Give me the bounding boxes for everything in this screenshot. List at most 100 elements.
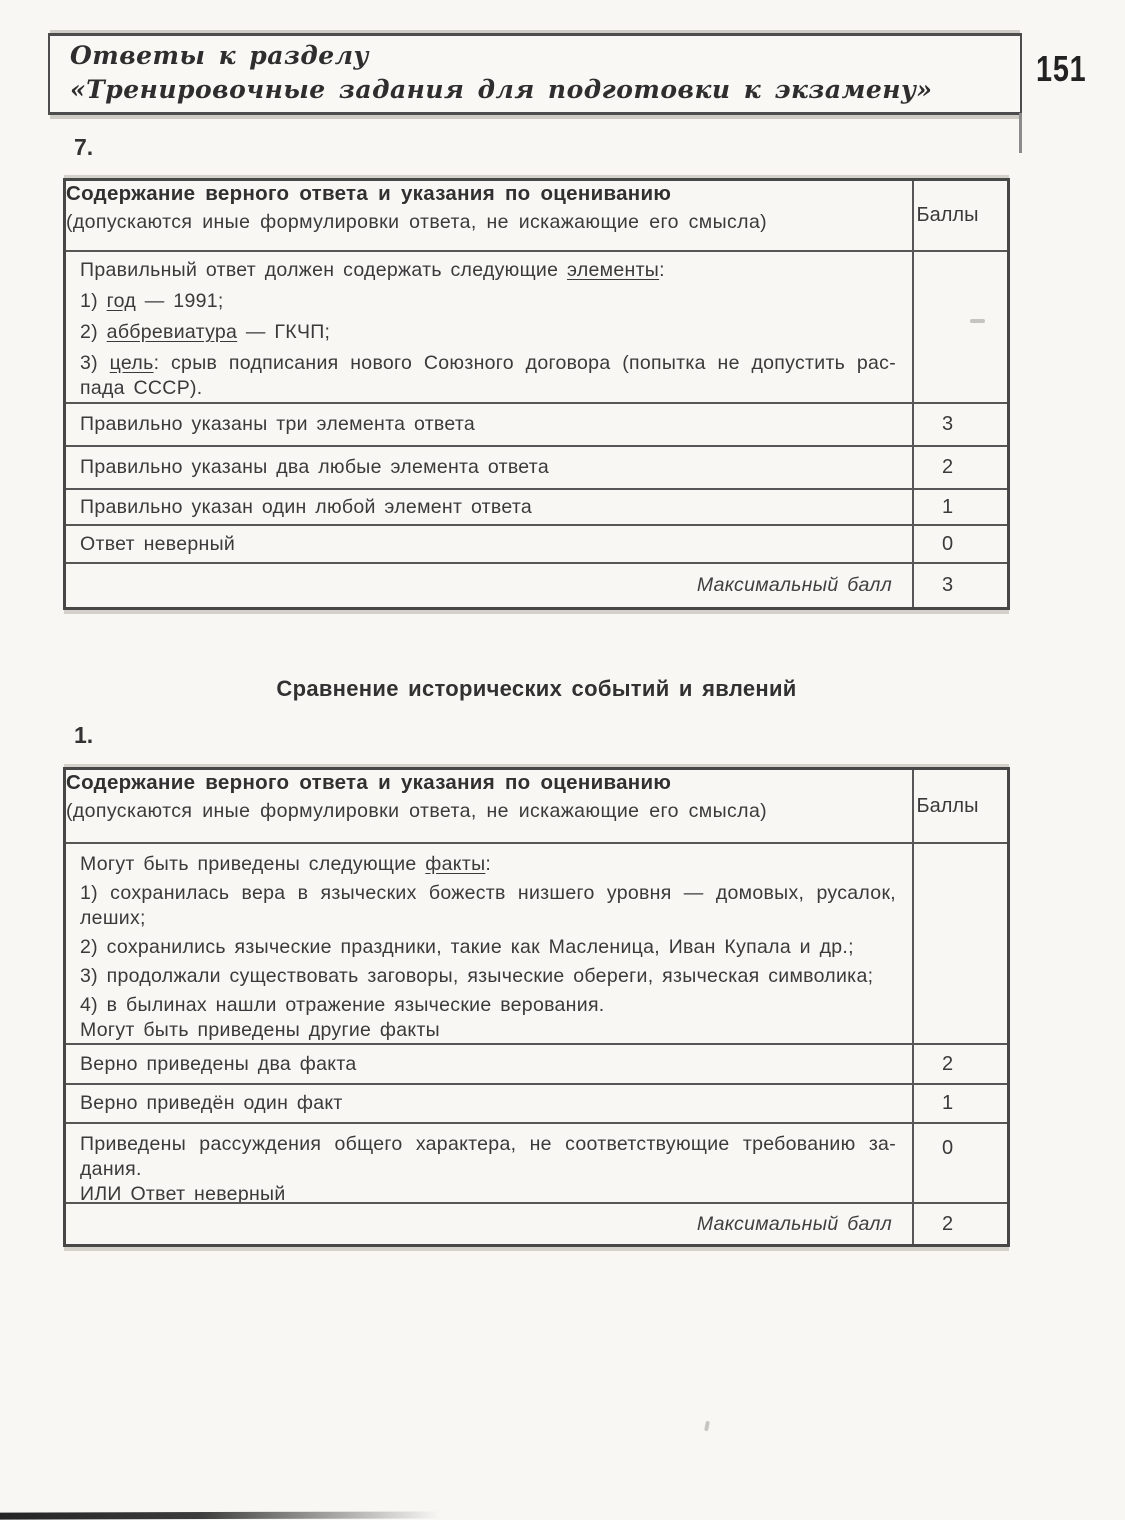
score-number: 0	[941, 532, 954, 555]
answer-text: — ГКЧП;	[237, 321, 331, 343]
table2-header-content-cell: Содержание верного ответа и указания по …	[66, 770, 914, 842]
table2-score-row-2: Верно приведены два факта 2	[66, 1043, 1007, 1083]
answer-underlined-word: год	[106, 290, 137, 312]
criterion-text: Ответ неверный	[66, 526, 914, 562]
answer-text: — 1991;	[136, 290, 224, 312]
criterion-label: Правильно указаны три элемента ответа	[80, 413, 476, 435]
max-score-value: 3	[914, 564, 1007, 607]
criterion-line: Приведены рассуждения общего характера, …	[80, 1133, 896, 1155]
answer-text: 4) в былинах нашли отражение языческие в…	[80, 994, 605, 1016]
table2-header-title: Содержание верного ответа и указания по …	[66, 771, 672, 794]
answer-underlined-word: аббревиатура	[106, 321, 238, 343]
criterion-line: ИЛИ Ответ неверный	[80, 1183, 286, 1202]
criterion-line: дания.	[80, 1158, 142, 1180]
table1-answer-row: Правильный ответ должен содержать следую…	[66, 250, 1007, 402]
answer-text: :	[485, 853, 492, 875]
criterion-text: Правильно указаны три элемента ответа	[66, 404, 914, 445]
answer-text: 2)	[80, 321, 107, 343]
answer-line: Могут быть приведены другие факты	[80, 1018, 896, 1043]
table1-header-title: Содержание верного ответа и указания по …	[66, 182, 672, 205]
max-score-label: Максимальный балл	[66, 564, 914, 607]
scan-artifact-dash	[970, 319, 985, 323]
score-value: 0	[914, 526, 1007, 562]
scan-artifact-mark	[704, 1420, 710, 1432]
score-number: 1	[941, 1092, 954, 1114]
table2-header-score-col: Баллы	[916, 794, 979, 817]
answer-line: 1) год — 1991;	[80, 289, 896, 314]
table2-header-row: Содержание верного ответа и указания по …	[66, 770, 1007, 842]
table2-answer-row: Могут быть приведены следующие факты: 1)…	[66, 842, 1007, 1043]
table2-max-score-row: Максимальный балл 2	[66, 1202, 1007, 1244]
answer-text: 2) сохранились языческие праздники, таки…	[80, 936, 854, 958]
section-title: Сравнение исторических событий и явлений	[276, 676, 797, 701]
answer-text: леших;	[80, 907, 146, 929]
score-value: 1	[914, 490, 1007, 524]
answer-line: Могут быть приведены следующие факты:	[80, 852, 896, 877]
criterion-text: Верно приведён один факт	[66, 1085, 914, 1122]
table2-header-subtitle: (допускаются иные формулировки ответа, н…	[66, 800, 768, 822]
scan-artifact-bottom-edge	[0, 1511, 440, 1520]
answer-text: 1) сохранилась вера в языческих божеств …	[80, 882, 896, 904]
answer-text: 3)	[80, 352, 110, 374]
max-score-label: Максимальный балл	[66, 1204, 914, 1244]
answer-line: 3) продолжали существовать заговоры, язы…	[80, 964, 896, 989]
answer-line: 2) сохранились языческие праздники, таки…	[80, 935, 896, 960]
score-value: 1	[914, 1085, 1007, 1122]
criterion-label: Верно приведён один факт	[80, 1092, 343, 1114]
criterion-label: Верно приведены два факта	[80, 1052, 357, 1075]
answer-line: 1) сохранилась вера в языческих божеств …	[80, 881, 896, 906]
criterion-label: Ответ неверный	[80, 532, 236, 555]
table2-score-row-1: Верно приведён один факт 1	[66, 1083, 1007, 1122]
scoring-table-task1: Содержание верного ответа и указания по …	[63, 767, 1010, 1247]
answer-line: 2) аббревиатура — ГКЧП;	[80, 320, 896, 345]
answer-line: леших;	[80, 906, 896, 931]
scoring-table-task7: Содержание верного ответа и указания по …	[63, 178, 1010, 610]
answer-underlined-word: факты	[425, 853, 486, 875]
score-value: 0	[914, 1124, 1007, 1202]
table2-answer-score-cell	[914, 844, 1007, 1043]
answer-line: 4) в былинах нашли отражение языческие в…	[80, 993, 896, 1018]
table1-answer-score-cell	[914, 252, 1007, 402]
criterion-text: Правильно указан один любой элемент отве…	[66, 490, 914, 524]
table1-max-score-row: Максимальный балл 3	[66, 562, 1007, 607]
criterion-text: Правильно указаны два любые элемента отв…	[66, 447, 914, 488]
score-value: 2	[914, 447, 1007, 488]
answer-text: :	[659, 259, 665, 281]
answer-text: Могут быть приведены следующие	[80, 853, 426, 875]
score-number: 2	[941, 456, 954, 478]
answer-line: пада СССР).	[80, 376, 896, 401]
criterion-text: Верно приведены два факта	[66, 1045, 914, 1083]
answer-underlined-word: цель	[109, 352, 154, 374]
answer-underlined-word: элементы	[567, 259, 660, 281]
score-value: 2	[914, 1045, 1007, 1083]
table1-header-score-col: Баллы	[916, 204, 979, 226]
running-head-line-2: «Тренировочные задания для подготовки к …	[70, 75, 933, 104]
task-1-label: 1.	[74, 722, 94, 748]
table1-answer-cell: Правильный ответ должен содержать следую…	[66, 252, 914, 402]
score-number: 3	[941, 413, 954, 435]
answer-line: 3) цель: срыв подписания нового Союзного…	[80, 351, 896, 376]
answer-text: Правильный ответ должен содержать следую…	[80, 259, 567, 281]
table1-score-row-1: Правильно указан один любой элемент отве…	[66, 488, 1007, 524]
max-score-value: 2	[914, 1204, 1007, 1244]
answer-text: 1)	[80, 290, 107, 312]
criterion-label: Правильно указаны два любые элемента отв…	[80, 456, 549, 478]
running-head-box: Ответы к разделу «Тренировочные задания …	[48, 33, 1022, 115]
score-number: 2	[941, 1212, 954, 1235]
score-number: 3	[941, 574, 954, 596]
criterion-text: Приведены рассуждения общего характера, …	[66, 1124, 914, 1202]
table2-score-row-0: Приведены рассуждения общего характера, …	[66, 1122, 1007, 1202]
score-number: 0	[941, 1137, 954, 1159]
page-number: 151	[1036, 48, 1087, 89]
table1-score-row-2: Правильно указаны два любые элемента отв…	[66, 445, 1007, 488]
running-head-line-1: Ответы к разделу	[70, 41, 369, 70]
criterion-label: Правильно указан один любой элемент отве…	[80, 495, 532, 518]
table1-header-row: Содержание верного ответа и указания по …	[66, 181, 1007, 250]
score-number: 2	[941, 1052, 954, 1075]
task-7-label: 7.	[74, 134, 94, 160]
table1-header-subtitle: (допускаются иные формулировки ответа, н…	[66, 211, 768, 233]
answer-line: Правильный ответ должен содержать следую…	[80, 258, 896, 283]
answer-text: пада СССР).	[80, 377, 203, 399]
table1-header-content-cell: Содержание верного ответа и указания по …	[66, 181, 914, 250]
running-head-right-rule	[1019, 113, 1022, 153]
